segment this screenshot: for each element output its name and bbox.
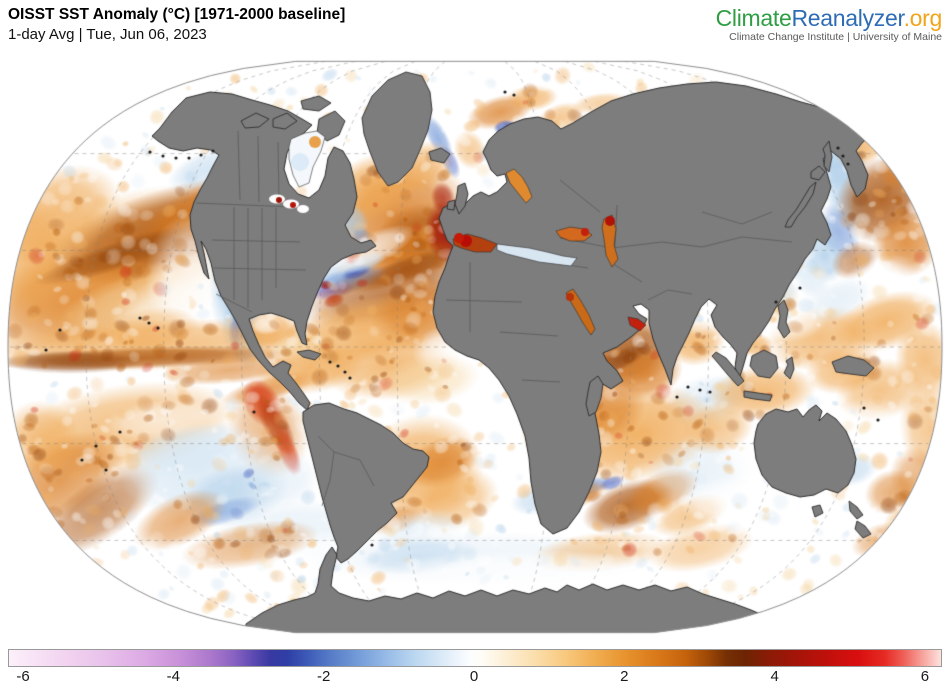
colorbar-tick-2: 2 [620,668,629,685]
sst-anomaly-world-map [0,50,950,646]
colorbar-tick-4: 4 [770,668,779,685]
logo-tagline: Climate Change Institute | University of… [729,31,942,43]
page-title: OISST SST Anomaly (°C) [1971-2000 baseli… [8,6,346,23]
logo-reanalyzer: Reanalyzer [791,5,904,31]
date-subtitle: 1-day Avg | Tue, Jun 06, 2023 [8,26,207,43]
colorbar-tick-0: 0 [469,668,479,685]
colorbar-tick--6: -6 [16,668,30,685]
colorbar-tick-6: 6 [920,668,930,685]
map-figure [0,50,950,646]
colorbar-tick--4: -4 [166,668,181,685]
colorbar-tick--2: -2 [317,668,331,685]
site-logo[interactable]: ClimateReanalyzer.org Climate Change Ins… [715,5,943,43]
header: OISST SST Anomaly (°C) [1971-2000 baseli… [8,5,345,45]
logo-climate: Climate [715,5,792,31]
colorbar [8,649,942,667]
logo-wordmark[interactable]: ClimateReanalyzer.org [715,5,943,31]
logo-org: .org [903,5,943,31]
